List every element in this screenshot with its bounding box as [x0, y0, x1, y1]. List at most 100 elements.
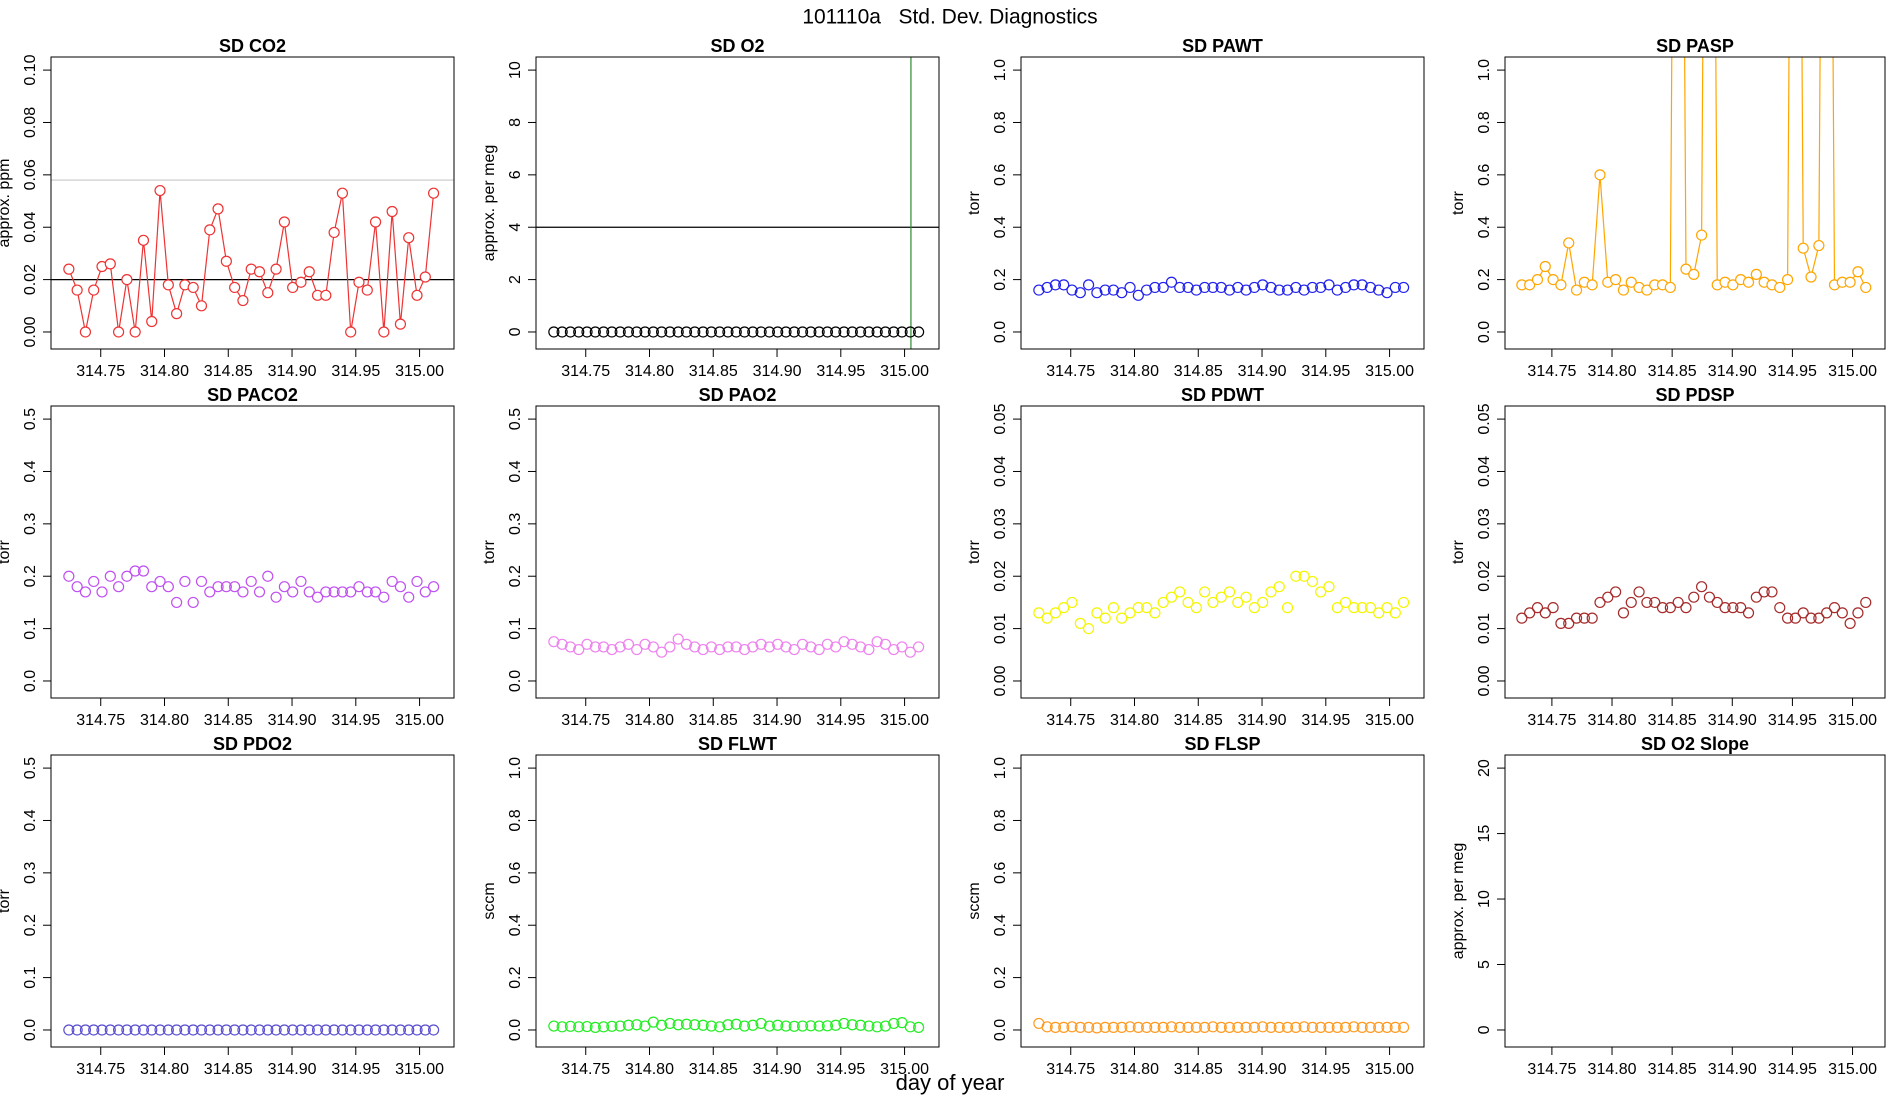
data-point — [738, 1020, 751, 1032]
data-point — [622, 1019, 635, 1031]
data-point — [573, 1021, 585, 1033]
data-point — [788, 326, 800, 338]
x-tick-label: 314.90 — [1708, 1061, 1757, 1078]
data-point — [1844, 276, 1856, 288]
data-point — [813, 1020, 825, 1032]
data-point — [154, 184, 166, 197]
data-point — [1157, 1021, 1169, 1033]
data-point — [1099, 1021, 1111, 1033]
data-point — [253, 586, 266, 598]
data-point — [912, 1021, 925, 1033]
data-point — [419, 586, 431, 598]
panel: SD PDO2 torr 0.0 0.1 0.2 0.3 0.4 0.5 314.75 314.8… — [0, 734, 455, 1078]
data-point — [1774, 281, 1786, 294]
data-point — [79, 586, 92, 598]
x-tick-label: 314.85 — [689, 363, 738, 380]
data-point — [1656, 602, 1669, 614]
x-tick-label: 314.85 — [689, 1061, 738, 1078]
x-tick-label: 314.80 — [1110, 1061, 1159, 1078]
y-tick-label: 0.10 — [22, 54, 39, 85]
y-tick-label: 0.02 — [992, 561, 1009, 592]
data-point — [137, 234, 150, 246]
data-point — [71, 581, 83, 593]
panel: SD PAO2 torr 0.0 0.1 0.2 0.3 0.4 0.5 314.75 314.8… — [481, 385, 940, 729]
data-point — [1290, 570, 1302, 582]
y-tick-label: 0.8 — [1476, 111, 1493, 133]
data-point — [597, 326, 610, 338]
y-tick-label: 0.2 — [22, 565, 39, 587]
data-point — [278, 1024, 290, 1036]
data-point — [1381, 287, 1393, 299]
data-point — [1306, 1021, 1319, 1033]
x-tick-label: 314.95 — [1768, 1061, 1817, 1078]
data-point — [838, 636, 850, 648]
data-point — [1649, 596, 1661, 609]
data-point — [1082, 1021, 1095, 1033]
data-point — [104, 258, 116, 270]
data-point — [614, 1020, 626, 1032]
y-axis-label: torr — [0, 539, 13, 564]
data-point — [278, 581, 290, 593]
data-point — [805, 641, 817, 653]
data-point — [664, 326, 676, 338]
data-point — [1719, 602, 1731, 614]
plot-frame — [1020, 754, 1425, 1048]
data-point — [1066, 1021, 1078, 1033]
x-tick-label: 314.90 — [1238, 1061, 1287, 1078]
x-tick-label: 314.85 — [1174, 363, 1223, 380]
data-point — [1852, 266, 1864, 278]
y-tick-label: 0.04 — [1476, 456, 1493, 487]
y-tick-label: 0.4 — [992, 914, 1009, 936]
data-point — [738, 326, 751, 338]
data-point — [320, 586, 332, 598]
y-tick-label: 0.4 — [507, 914, 524, 936]
data-point — [1516, 612, 1528, 624]
data-point — [369, 1024, 382, 1036]
data-point — [581, 1020, 593, 1033]
x-tick-label: 315.00 — [1828, 1061, 1877, 1078]
data-point — [154, 575, 166, 588]
y-tick-label: 0.3 — [507, 513, 524, 535]
x-tick-label: 314.90 — [268, 363, 317, 380]
data-point — [204, 224, 216, 236]
y-tick-label: 0.2 — [22, 914, 39, 936]
x-tick-label: 314.90 — [268, 712, 317, 729]
x-tick-label: 315.00 — [395, 1061, 444, 1078]
data-point — [1232, 596, 1244, 609]
data-point — [1641, 596, 1653, 609]
data-point — [361, 1024, 373, 1036]
plot-area — [1033, 276, 1410, 301]
data-point — [689, 1019, 701, 1031]
data-point — [88, 575, 100, 588]
data-point — [1758, 586, 1770, 598]
x-tick-label: 314.95 — [816, 1061, 865, 1078]
data-point — [1594, 169, 1606, 181]
data-point — [345, 586, 357, 598]
data-point — [96, 586, 108, 598]
y-tick-label: 6 — [507, 170, 524, 179]
data-point — [830, 641, 842, 653]
data-point — [1041, 281, 1053, 294]
data-point — [680, 326, 693, 338]
data-point — [1594, 596, 1606, 609]
data-point — [79, 326, 92, 338]
data-point — [63, 263, 75, 275]
data-point — [1389, 607, 1401, 619]
data-point — [1805, 271, 1817, 283]
data-point — [904, 326, 916, 338]
data-point — [320, 289, 332, 301]
data-point — [1696, 581, 1708, 593]
data-point — [237, 586, 249, 598]
data-point — [1836, 607, 1848, 619]
data-point — [656, 326, 668, 338]
data-point — [1373, 284, 1385, 296]
x-tick-label: 315.00 — [395, 712, 444, 729]
data-point — [1141, 1021, 1153, 1033]
data-point — [904, 646, 916, 658]
data-point — [846, 1019, 858, 1031]
data-point — [548, 326, 560, 338]
y-tick-label: 0.2 — [1476, 268, 1493, 290]
data-point — [1844, 617, 1856, 629]
data-point — [71, 1024, 83, 1036]
panel: SD O2 Slope approx. per meg 0 5 10 15 20 314.75… — [1450, 734, 1886, 1078]
